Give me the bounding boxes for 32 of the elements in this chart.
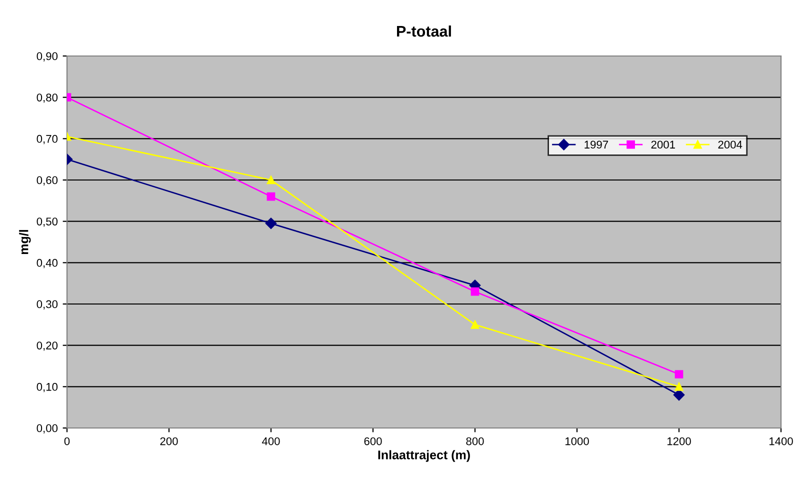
point (673, 389, 685, 401)
y-tick-label: 0,20 (36, 342, 58, 351)
point (470, 287, 480, 296)
legend-label: 2001 (651, 140, 675, 149)
y-tick-label: 0,00 (36, 424, 58, 434)
y-tick-label: 0,30 (36, 300, 58, 310)
y-axis-title: mg/l (19, 230, 31, 254)
x-tick-label: 400 (262, 437, 280, 446)
x-tick-label: 1000 (565, 437, 589, 446)
legend-label: 2004 (718, 140, 742, 149)
y-tick-label: 0,80 (36, 94, 58, 103)
y-tick-label: 0,60 (36, 176, 58, 186)
point (470, 320, 480, 329)
point (265, 218, 277, 230)
point (266, 192, 276, 201)
x-tick-label: 1200 (667, 437, 691, 446)
y-tick-label: 0,10 (36, 382, 58, 392)
x-tick-label: 800 (466, 437, 484, 446)
x-tick-label: 600 (364, 437, 382, 446)
x-tick-label: 200 (160, 437, 178, 446)
point (674, 370, 684, 378)
x-axis-title: Inlaattraject (m) (378, 450, 470, 462)
legend-label: 1997 (584, 140, 608, 149)
x-tick-label: 0 (64, 437, 70, 446)
x-tick-label: 1400 (769, 437, 793, 446)
y-tick-label: 0,90 (36, 52, 58, 62)
point (674, 382, 684, 391)
y-tick-label: 0,40 (36, 258, 58, 268)
y-tick-label: 0,70 (36, 134, 58, 144)
point (266, 176, 276, 184)
y-tick-label: 0,50 (36, 218, 58, 227)
chart-title: P-totaal (397, 25, 451, 37)
